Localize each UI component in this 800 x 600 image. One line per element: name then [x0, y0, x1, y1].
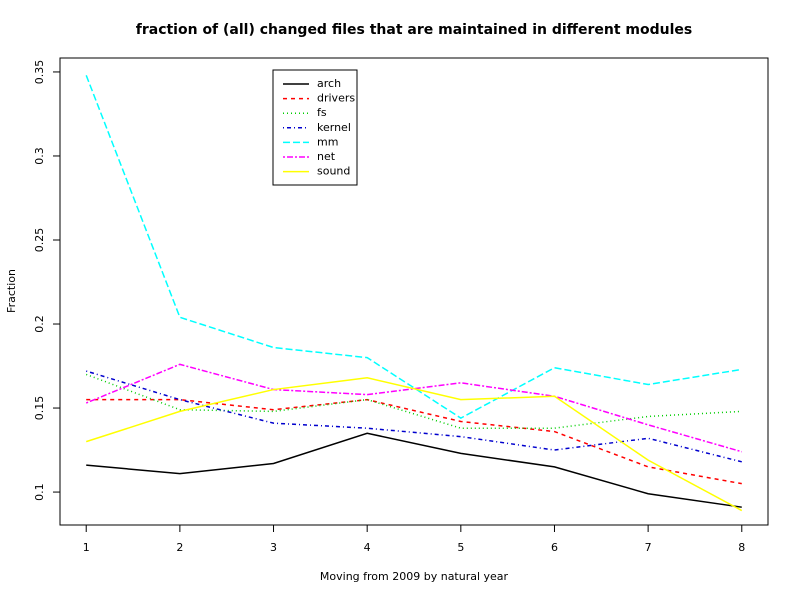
- series-line: [86, 398, 742, 485]
- series-line: [85, 363, 742, 453]
- x-tick-label: 5: [457, 541, 464, 554]
- y-tick-label: 0.2: [33, 315, 46, 333]
- series-line: [85, 377, 743, 512]
- x-tick-label: 7: [645, 541, 652, 554]
- legend-label: arch: [317, 77, 341, 90]
- series-line: [85, 373, 742, 429]
- x-tick-label: 6: [551, 541, 558, 554]
- legend-label: kernel: [317, 121, 351, 134]
- legend-label: fs: [317, 106, 327, 119]
- y-tick-label: 0.1: [33, 483, 46, 501]
- y-axis-label: Fraction: [5, 269, 18, 313]
- legend-label: drivers: [317, 92, 355, 105]
- y-tick-label: 0.15: [33, 396, 46, 421]
- x-tick-label: 3: [270, 541, 277, 554]
- y-tick-label: 0.25: [33, 228, 46, 253]
- y-tick-label: 0.3: [33, 147, 46, 165]
- x-tick-label: 1: [83, 541, 90, 554]
- legend-label: sound: [317, 165, 350, 178]
- series-line: [85, 75, 742, 419]
- x-tick-label: 8: [738, 541, 745, 554]
- y-tick-label: 0.35: [33, 60, 46, 85]
- x-tick-label: 4: [364, 541, 371, 554]
- series-line: [86, 370, 742, 463]
- plot-box: [59, 57, 769, 526]
- series-line: [86, 432, 742, 508]
- x-tick-label: 2: [176, 541, 183, 554]
- x-axis-label: Moving from 2009 by natural year: [320, 570, 509, 583]
- chart-title: fraction of (all) changed files that are…: [136, 22, 693, 38]
- legend-label: net: [317, 150, 336, 163]
- legend-label: mm: [317, 135, 338, 148]
